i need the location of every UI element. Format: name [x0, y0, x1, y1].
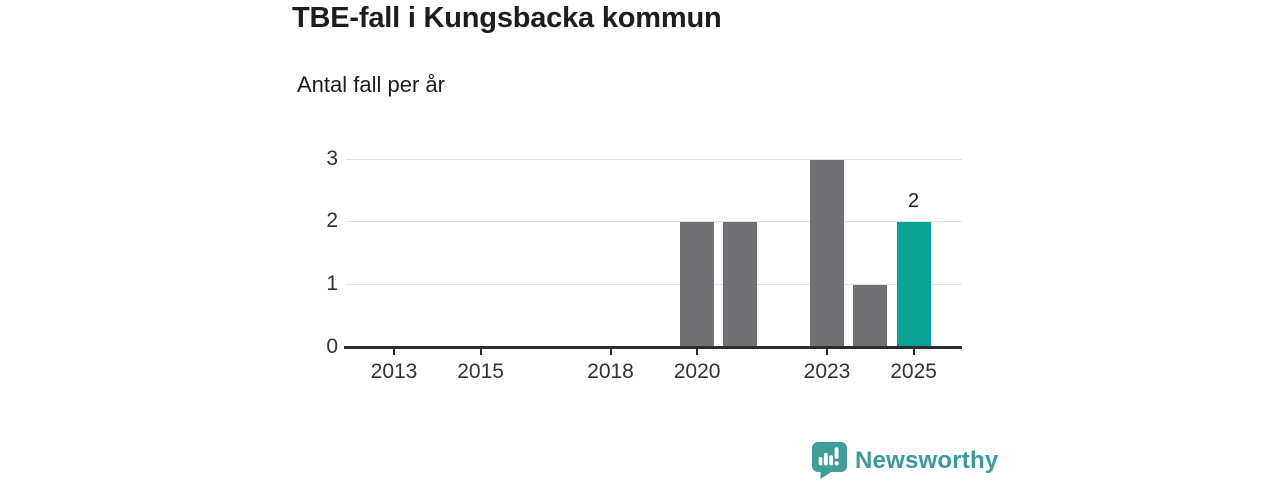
x-axis-tick: [696, 349, 699, 355]
x-axis-tick-label: 2013: [370, 360, 418, 383]
y-axis-tick-label: 0: [326, 335, 338, 358]
x-axis-tick-label: 2020: [673, 360, 721, 383]
x-axis-tick-label: 2018: [587, 360, 634, 383]
bar-2021: [723, 222, 758, 347]
x-axis-tick: [479, 349, 482, 355]
chart-subtitle: Antal fall per år: [297, 72, 445, 97]
x-axis-tick: [912, 349, 915, 355]
x-axis-tick-label: 2023: [803, 360, 851, 383]
y-axis-tick-label: 3: [326, 146, 338, 170]
x-axis-tick: [826, 349, 828, 355]
bar-value-label: 2: [908, 190, 920, 213]
gridline: [346, 158, 962, 160]
x-axis-tick: [609, 349, 612, 355]
newsworthy-logo: Newsworthy: [812, 442, 998, 479]
newsworthy-logo-text: Newsworthy: [855, 446, 999, 474]
bar-chart-speech-bubble-icon: [812, 442, 847, 479]
y-axis-tick-label: 2: [326, 209, 338, 233]
bar-2025: [896, 222, 931, 347]
x-axis-tick: [393, 349, 395, 355]
bar-2024: [853, 284, 888, 347]
gridline: [346, 221, 962, 223]
chart-title: TBE-fall i Kungsbacka kommun: [292, 2, 722, 34]
bar-2020: [680, 222, 715, 347]
gridline: [346, 283, 962, 285]
bar-2023: [810, 159, 844, 347]
x-axis-tick-label: 2015: [457, 360, 504, 383]
x-axis-tick-label: 2025: [890, 360, 937, 383]
x-axis-line: [344, 346, 962, 349]
y-axis-tick-label: 1: [326, 271, 338, 295]
